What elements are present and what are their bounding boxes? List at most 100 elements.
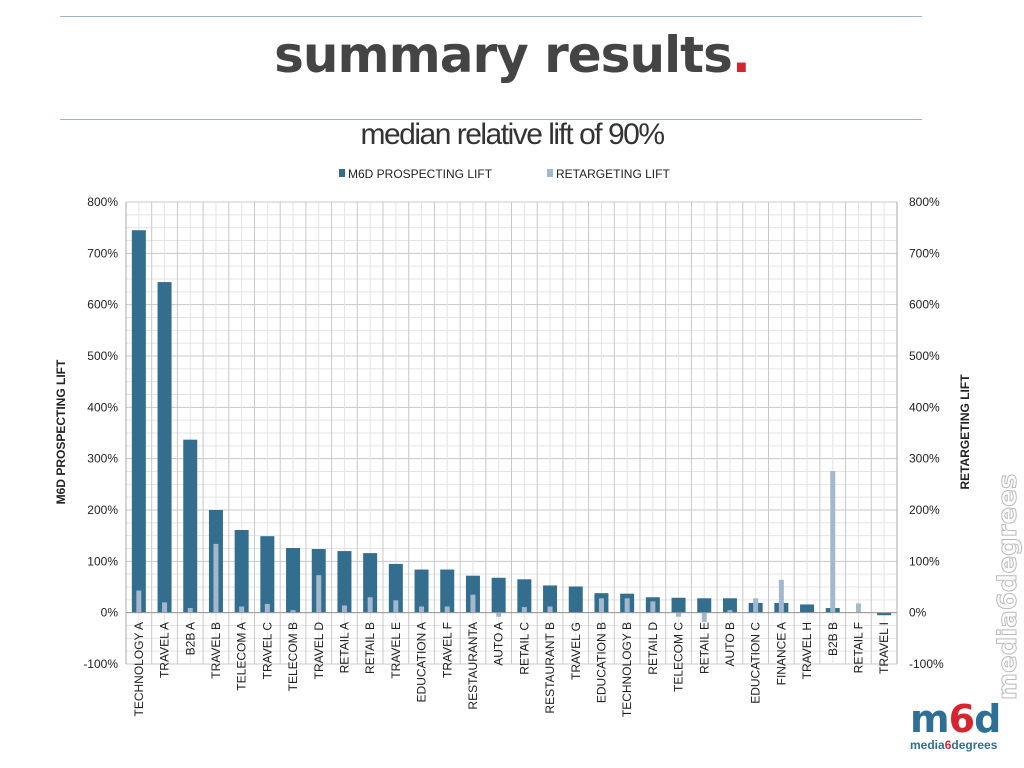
retargeting-bar bbox=[727, 610, 733, 613]
y-tick-label: -100% bbox=[83, 657, 118, 671]
retargeting-bar bbox=[162, 602, 168, 613]
x-tick-label: EDUCATION B bbox=[594, 622, 608, 703]
y2-tick-label: 500% bbox=[909, 349, 940, 363]
x-tick-label: RETAIL F bbox=[851, 622, 865, 673]
y-tick-label: 800% bbox=[87, 195, 118, 209]
x-tick-label: TRAVEL F bbox=[440, 622, 454, 678]
prospecting-bar bbox=[260, 536, 275, 613]
retargeting-bar bbox=[419, 606, 425, 613]
x-tick-label: TRAVEL B bbox=[209, 622, 223, 679]
vertical-watermark: media6degrees bbox=[993, 473, 1024, 700]
prospecting-bar bbox=[697, 598, 712, 613]
prospecting-bar bbox=[440, 569, 455, 613]
x-tick-label: AUTO B bbox=[723, 622, 737, 666]
x-tick-label: TRAVEL C bbox=[260, 622, 274, 680]
y2-tick-label: 400% bbox=[909, 400, 940, 414]
logo-mark: m6d bbox=[910, 697, 1001, 741]
y-tick-label: 200% bbox=[87, 503, 118, 517]
prospecting-bar bbox=[337, 551, 352, 613]
retargeting-bar bbox=[316, 575, 322, 613]
retargeting-bar bbox=[650, 601, 656, 613]
y2-tick-label: -100% bbox=[909, 657, 944, 671]
x-tick-label: RETAIL B bbox=[363, 622, 377, 674]
x-tick-label: TRAVEL H bbox=[800, 622, 814, 679]
x-tick-label: AUTO A bbox=[492, 622, 506, 666]
prospecting-bar bbox=[543, 585, 558, 613]
retargeting-bar bbox=[547, 606, 553, 613]
legend-swatch bbox=[339, 169, 345, 177]
logo-tagline: media6degrees bbox=[910, 738, 1000, 752]
x-tick-label: TRAVEL D bbox=[312, 622, 326, 680]
retargeting-bar bbox=[136, 590, 142, 613]
logo-mark-six: 6 bbox=[948, 697, 975, 741]
x-tick-label: TELECOM B bbox=[286, 622, 300, 691]
retargeting-bar bbox=[624, 598, 630, 613]
prospecting-bar bbox=[388, 563, 403, 613]
retargeting-bar bbox=[470, 594, 476, 613]
x-tick-label: TELECOM A bbox=[235, 622, 249, 691]
y-tick-label: 600% bbox=[87, 298, 118, 312]
prospecting-bar bbox=[183, 439, 198, 613]
x-tick-label: RETAIL C bbox=[517, 622, 531, 675]
prospecting-bar bbox=[286, 547, 301, 613]
y-axis-title: M6D PROSPECTING LIFT bbox=[54, 359, 68, 504]
prospecting-bar bbox=[363, 553, 378, 613]
retargeting-bar bbox=[598, 598, 604, 613]
x-tick-label: EDUCATION A bbox=[415, 622, 429, 702]
retargeting-bar bbox=[187, 608, 193, 613]
y-tick-label: 300% bbox=[87, 452, 118, 466]
y-tick-label: 0% bbox=[101, 606, 119, 620]
x-tick-label: TELECOM C bbox=[672, 622, 686, 692]
x-tick-label: RESTAURANTA bbox=[466, 622, 480, 710]
retargeting-bar bbox=[290, 610, 296, 613]
prospecting-bar bbox=[465, 575, 480, 613]
x-tick-label: RETAIL A bbox=[337, 622, 351, 673]
y2-tick-label: 300% bbox=[909, 452, 940, 466]
retargeting-bar bbox=[239, 606, 245, 613]
slide-title-text: summary results bbox=[274, 26, 733, 84]
y2-tick-label: 100% bbox=[909, 554, 940, 568]
prospecting-bar bbox=[800, 604, 815, 613]
y-tick-label: 400% bbox=[87, 400, 118, 414]
middle-rule bbox=[60, 119, 922, 120]
chart-bars bbox=[131, 230, 892, 622]
y2-tick-label: 700% bbox=[909, 246, 940, 260]
x-tick-label: TRAVEL G bbox=[569, 622, 583, 680]
prospecting-bar bbox=[722, 598, 737, 613]
retargeting-bar bbox=[855, 603, 861, 613]
prospecting-bar bbox=[491, 577, 506, 613]
x-tick-label: TRAVEL A bbox=[158, 622, 172, 678]
retargeting-bar bbox=[701, 612, 707, 622]
prospecting-bar bbox=[568, 586, 583, 613]
y-tick-label: 100% bbox=[87, 554, 118, 568]
prospecting-bar bbox=[877, 612, 892, 616]
legend-label: M6D PROSPECTING LIFT bbox=[348, 167, 493, 181]
top-rule bbox=[60, 16, 922, 17]
x-tick-label: RETAIL E bbox=[697, 622, 711, 674]
y-tick-label: 700% bbox=[87, 246, 118, 260]
chart-subtitle: median relative lift of 90% bbox=[360, 118, 665, 151]
y2-tick-label: 0% bbox=[909, 606, 927, 620]
slide-title-dot: . bbox=[731, 26, 751, 84]
logo-tag-degrees: degrees bbox=[951, 738, 998, 752]
y-tick-label: 500% bbox=[87, 349, 118, 363]
y2-axis-title: RETARGETING LIFT bbox=[958, 374, 972, 490]
slide-title: summary results. bbox=[0, 26, 1024, 84]
chart-axes: TECHNOLOGY A TRAVEL A B2B A TRAVEL B TELECOM… bbox=[83, 195, 944, 717]
prospecting-bar bbox=[671, 597, 686, 613]
x-tick-label: TRAVEL I bbox=[877, 622, 891, 674]
retargeting-bar bbox=[676, 612, 682, 617]
prospecting-bar bbox=[131, 230, 146, 613]
x-tick-label: TECHNOLOGY B bbox=[620, 622, 634, 717]
legend-label: RETARGETING LIFT bbox=[556, 167, 670, 181]
x-tick-label: RETAIL D bbox=[646, 622, 660, 675]
x-tick-label: RESTAURANT B bbox=[543, 622, 557, 714]
logo-tag-media: media bbox=[910, 738, 945, 752]
x-tick-label: FINANCE A bbox=[774, 622, 788, 685]
x-tick-label: B2B A bbox=[183, 622, 197, 655]
chart-legend: M6D PROSPECTING LIFT RETARGETING LIFT bbox=[339, 167, 670, 181]
retargeting-bar bbox=[264, 603, 270, 613]
legend-swatch bbox=[547, 169, 553, 177]
x-tick-label: TECHNOLOGY A bbox=[132, 622, 146, 716]
